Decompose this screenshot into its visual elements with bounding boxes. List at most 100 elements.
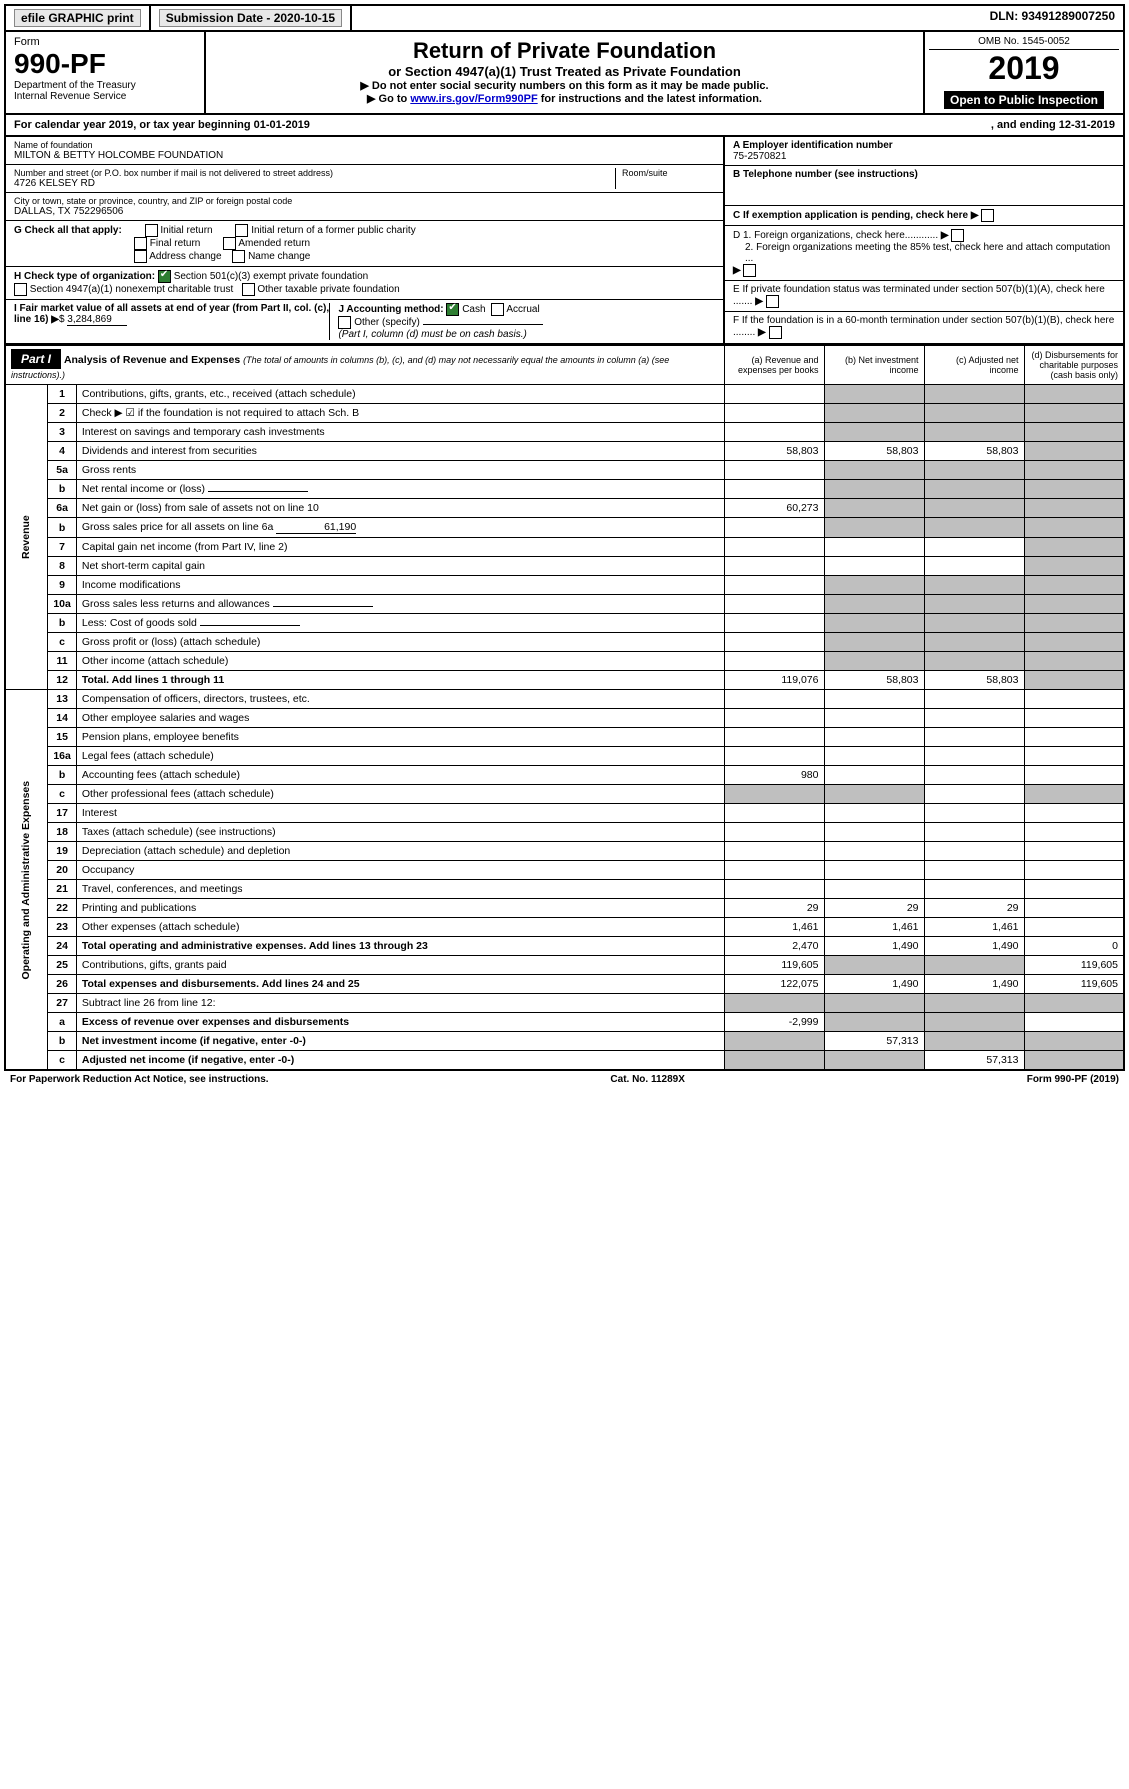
note-ssn: ▶ Do not enter social security numbers o…	[212, 79, 917, 92]
chk-other-tax[interactable]	[242, 283, 255, 296]
cell-b-d	[1024, 1032, 1124, 1051]
cell-b-d	[1024, 766, 1124, 785]
row-number: 3	[48, 423, 77, 442]
row-description: Interest on savings and temporary cash i…	[76, 423, 724, 442]
chk-501c3[interactable]	[158, 270, 171, 283]
part1-title: Analysis of Revenue and Expenses	[64, 354, 240, 366]
cell-16a-b	[824, 747, 924, 766]
cell-11-c	[924, 652, 1024, 671]
cell-c-a	[724, 633, 824, 652]
cell-25-d: 119,605	[1024, 956, 1124, 975]
cell-21-d	[1024, 880, 1124, 899]
row-description: Other employee salaries and wages	[76, 709, 724, 728]
cell-b-a	[724, 1032, 824, 1051]
row-description: Compensation of officers, directors, tru…	[76, 690, 724, 709]
chk-f[interactable]	[769, 326, 782, 339]
row-description: Travel, conferences, and meetings	[76, 880, 724, 899]
cell-18-a	[724, 823, 824, 842]
form-label: Form	[14, 36, 196, 48]
row-description: Income modifications	[76, 576, 724, 595]
form-ref: Form 990-PF (2019)	[1027, 1074, 1119, 1085]
cell-17-d	[1024, 804, 1124, 823]
cell-8-d	[1024, 557, 1124, 576]
cell-13-c	[924, 690, 1024, 709]
cash-basis-note: (Part I, column (d) must be on cash basi…	[338, 329, 526, 340]
section-e: E If private foundation status was termi…	[733, 284, 1105, 307]
row-description: Net gain or (loss) from sale of assets n…	[76, 499, 724, 518]
cell-b-c	[924, 614, 1024, 633]
chk-initial-former[interactable]	[235, 224, 248, 237]
cell-24-b: 1,490	[824, 937, 924, 956]
fmv-value: 3,284,869	[67, 314, 127, 326]
row-description: Total. Add lines 1 through 11	[76, 671, 724, 690]
cell-10a-c	[924, 595, 1024, 614]
cell-9-d	[1024, 576, 1124, 595]
row-number: c	[48, 1051, 77, 1071]
row-description: Legal fees (attach schedule)	[76, 747, 724, 766]
chk-final[interactable]	[134, 237, 147, 250]
ein-value: 75-2570821	[733, 151, 786, 162]
chk-c[interactable]	[981, 209, 994, 222]
cell-b-c	[924, 480, 1024, 499]
cell-5a-d	[1024, 461, 1124, 480]
row-description: Net short-term capital gain	[76, 557, 724, 576]
cell-18-b	[824, 823, 924, 842]
cell-4-c: 58,803	[924, 442, 1024, 461]
row-description: Total operating and administrative expen…	[76, 937, 724, 956]
row-number: 12	[48, 671, 77, 690]
top-bar: efile GRAPHIC print Submission Date - 20…	[4, 4, 1125, 32]
chk-amended[interactable]	[223, 237, 236, 250]
chk-e[interactable]	[766, 295, 779, 308]
row-number: b	[48, 614, 77, 633]
cell-b-a: 980	[724, 766, 824, 785]
page-footer: For Paperwork Reduction Act Notice, see …	[4, 1071, 1125, 1088]
ein-label: A Employer identification number	[733, 140, 893, 151]
cell-b-c	[924, 766, 1024, 785]
chk-d1[interactable]	[951, 229, 964, 242]
cell-1-b	[824, 385, 924, 404]
cell-26-d: 119,605	[1024, 975, 1124, 994]
row-description: Net investment income (if negative, ente…	[76, 1032, 724, 1051]
chk-other-acct[interactable]	[338, 316, 351, 329]
cell-c-c: 57,313	[924, 1051, 1024, 1071]
row-number: 26	[48, 975, 77, 994]
dept-treasury: Department of the Treasury	[14, 80, 196, 91]
cell-14-d	[1024, 709, 1124, 728]
cell-3-c	[924, 423, 1024, 442]
section-j-label: J Accounting method:	[338, 304, 443, 315]
cell-2-a	[724, 404, 824, 423]
chk-name[interactable]	[232, 250, 245, 263]
row-number: 6a	[48, 499, 77, 518]
cell-9-a	[724, 576, 824, 595]
cal-end: , and ending 12-31-2019	[991, 119, 1115, 131]
cell-19-c	[924, 842, 1024, 861]
cell-6a-d	[1024, 499, 1124, 518]
chk-cash[interactable]	[446, 303, 459, 316]
cell-12-a: 119,076	[724, 671, 824, 690]
cell-a-b	[824, 1013, 924, 1032]
row-number: 15	[48, 728, 77, 747]
submission-date: Submission Date - 2020-10-15	[151, 6, 352, 30]
chk-d2[interactable]	[743, 264, 756, 277]
chk-accrual[interactable]	[491, 303, 504, 316]
cell-c-a	[724, 1051, 824, 1071]
chk-address[interactable]	[134, 250, 147, 263]
row-number: b	[48, 518, 77, 538]
cell-b-d	[1024, 480, 1124, 499]
cell-16a-d	[1024, 747, 1124, 766]
cell-15-d	[1024, 728, 1124, 747]
chk-initial[interactable]	[145, 224, 158, 237]
cell-15-c	[924, 728, 1024, 747]
note-goto: ▶ Go to www.irs.gov/Form990PF for instru…	[212, 92, 917, 105]
row-description: Dividends and interest from securities	[76, 442, 724, 461]
chk-4947[interactable]	[14, 283, 27, 296]
cell-19-a	[724, 842, 824, 861]
cell-b-b	[824, 766, 924, 785]
cal-begin: For calendar year 2019, or tax year begi…	[14, 119, 310, 131]
row-number: 21	[48, 880, 77, 899]
row-description: Check ▶ ☑ if the foundation is not requi…	[76, 404, 724, 423]
cell-b-a	[724, 518, 824, 538]
cell-12-b: 58,803	[824, 671, 924, 690]
form-url-link[interactable]: www.irs.gov/Form990PF	[410, 93, 537, 105]
cell-b-b: 57,313	[824, 1032, 924, 1051]
